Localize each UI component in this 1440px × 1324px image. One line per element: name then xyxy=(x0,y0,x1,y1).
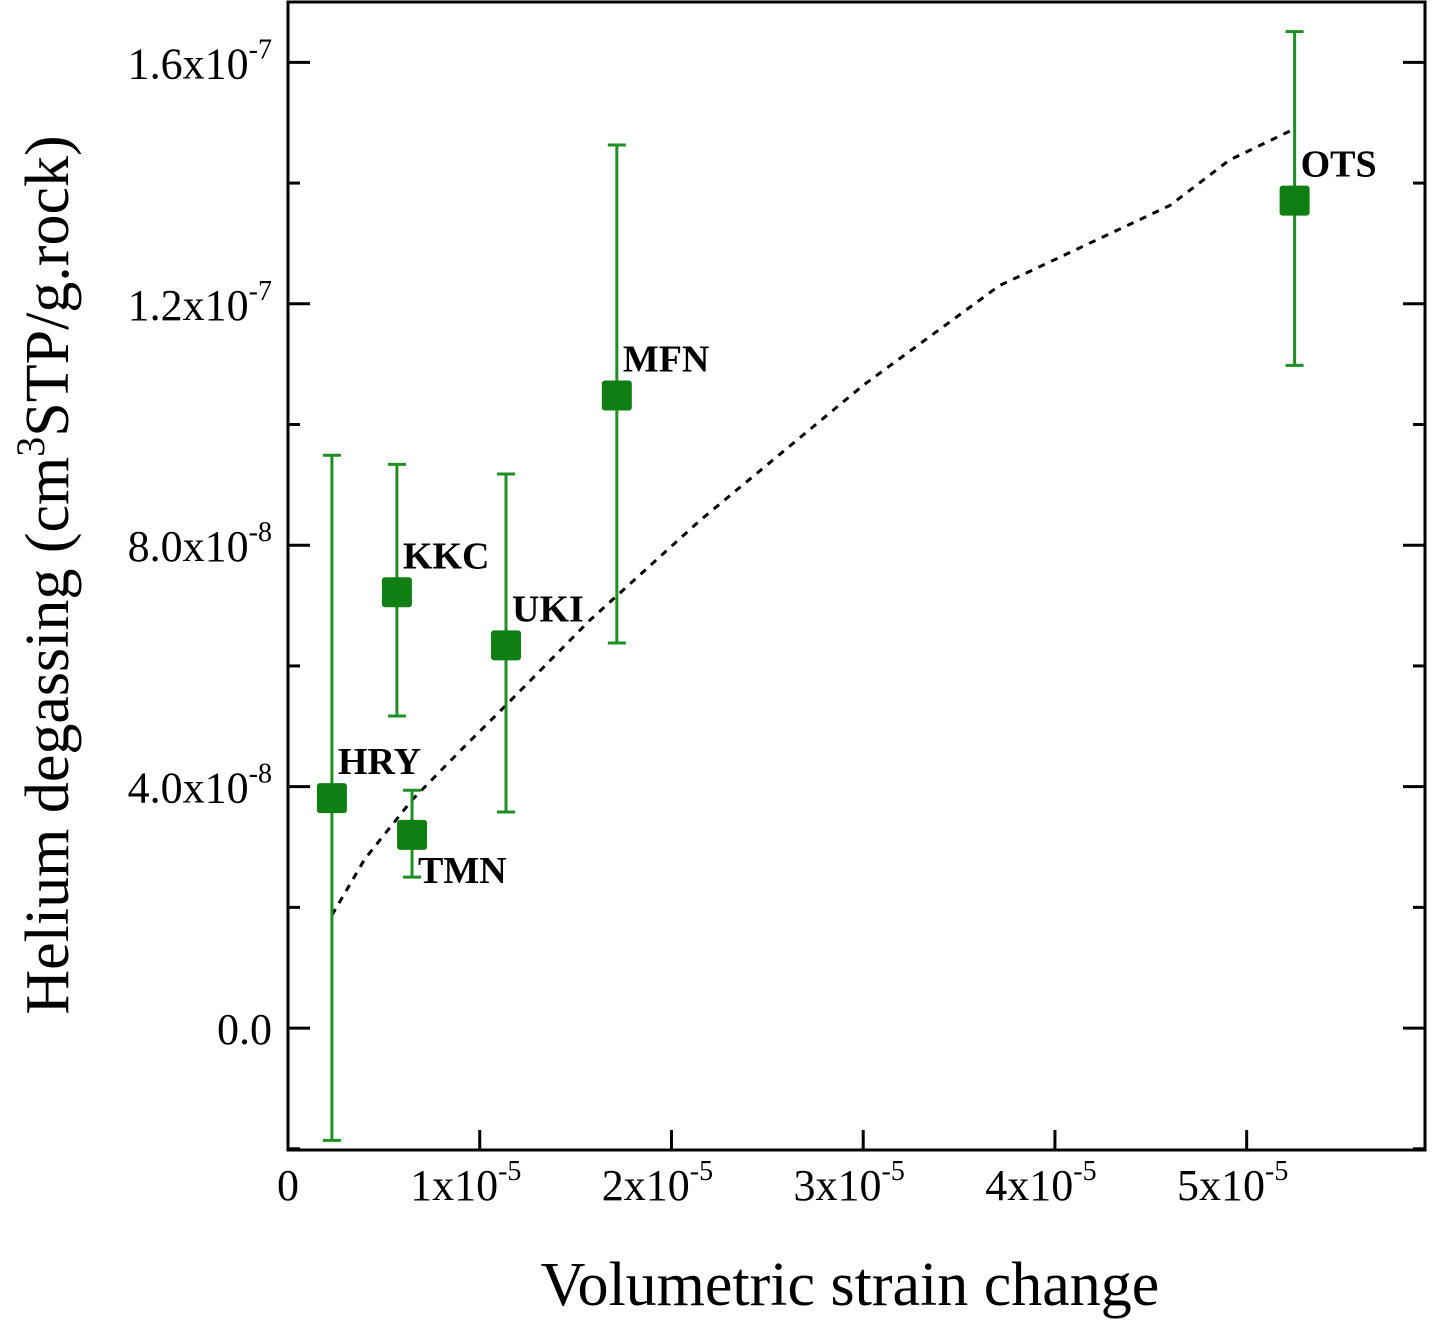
data-point-ots: OTS xyxy=(1279,30,1377,367)
x-tick-mantissa: 2x10 xyxy=(602,1161,690,1210)
x-tick-exponent: -5 xyxy=(1073,1156,1096,1187)
x-tick-mantissa: 1x10 xyxy=(410,1161,498,1210)
y-tick-label: 1.2x10-7 xyxy=(128,276,272,330)
y-tick-label: 0.0 xyxy=(217,1005,272,1054)
tick-labels: 0 1x10-5 2x10-5 3x10-5 4x10-5 5x10-50.04.0x10… xyxy=(128,34,1289,1210)
square-marker xyxy=(491,630,522,661)
y-tick-mantissa: 0.0 xyxy=(217,1005,272,1054)
square-marker xyxy=(381,577,412,608)
y-tick-exponent: -7 xyxy=(249,34,272,65)
y-axis-title: Helium degassing (cm3STP/g.rock) xyxy=(8,135,82,1014)
x-tick-exponent: -5 xyxy=(498,1156,521,1187)
square-marker xyxy=(1279,185,1310,216)
y-axis-title-prefix: Helium degassing (cm xyxy=(14,457,82,1015)
y-axis-title-suffix: STP/g.rock) xyxy=(14,135,82,436)
x-tick-exponent: -5 xyxy=(882,1156,905,1187)
point-label: UKI xyxy=(512,588,584,630)
x-tick-mantissa: 4x10 xyxy=(985,1161,1073,1210)
y-tick-label: 4.0x10-8 xyxy=(128,759,272,813)
y-tick-mantissa: 8.0x10 xyxy=(128,522,249,571)
data-point-hry: HRY xyxy=(316,453,421,1142)
x-tick-label: 5x10-5 xyxy=(1177,1156,1288,1210)
y-tick-exponent: -8 xyxy=(249,759,272,790)
data-point-tmn: TMN xyxy=(397,788,507,892)
x-axis-title: Volumetric strain change xyxy=(541,1251,1160,1319)
x-tick-exponent: -5 xyxy=(690,1156,713,1187)
data-point-mfn: MFN xyxy=(601,143,710,645)
x-tick-mantissa: 3x10 xyxy=(794,1161,882,1210)
data-points: HRY KKC TMN UKI MFN OTS xyxy=(316,30,1377,1142)
y-tick-label: 8.0x10-8 xyxy=(128,517,272,571)
data-point-uki: UKI xyxy=(491,472,584,814)
square-marker xyxy=(601,380,632,411)
axis-ticks xyxy=(288,60,1425,1151)
x-tick-label: 4x10-5 xyxy=(985,1156,1096,1210)
x-tick-mantissa: 0 xyxy=(277,1161,299,1210)
plot-frame xyxy=(286,0,1427,1152)
square-marker xyxy=(316,783,347,814)
square-marker xyxy=(397,819,428,850)
y-tick-mantissa: 1.6x10 xyxy=(128,39,249,88)
y-tick-mantissa: 4.0x10 xyxy=(128,764,249,813)
point-label: TMN xyxy=(418,850,507,892)
x-tick-label: 0 xyxy=(277,1161,299,1210)
y-tick-exponent: -7 xyxy=(249,276,272,307)
y-tick-mantissa: 1.2x10 xyxy=(128,281,249,330)
y-tick-exponent: -8 xyxy=(249,517,272,548)
point-label: HRY xyxy=(338,741,421,783)
data-point-kkc: KKC xyxy=(381,462,490,718)
x-tick-label: 1x10-5 xyxy=(410,1156,521,1210)
x-tick-mantissa: 5x10 xyxy=(1177,1161,1265,1210)
x-tick-exponent: -5 xyxy=(1265,1156,1288,1187)
point-label: MFN xyxy=(623,339,710,381)
y-tick-label: 1.6x10-7 xyxy=(128,34,272,88)
x-tick-label: 3x10-5 xyxy=(794,1156,905,1210)
point-label: KKC xyxy=(403,535,490,577)
y-axis-title-sup: 3 xyxy=(8,437,53,457)
point-label: OTS xyxy=(1301,144,1377,186)
x-tick-label: 2x10-5 xyxy=(602,1156,713,1210)
fit-curve xyxy=(330,127,1296,916)
